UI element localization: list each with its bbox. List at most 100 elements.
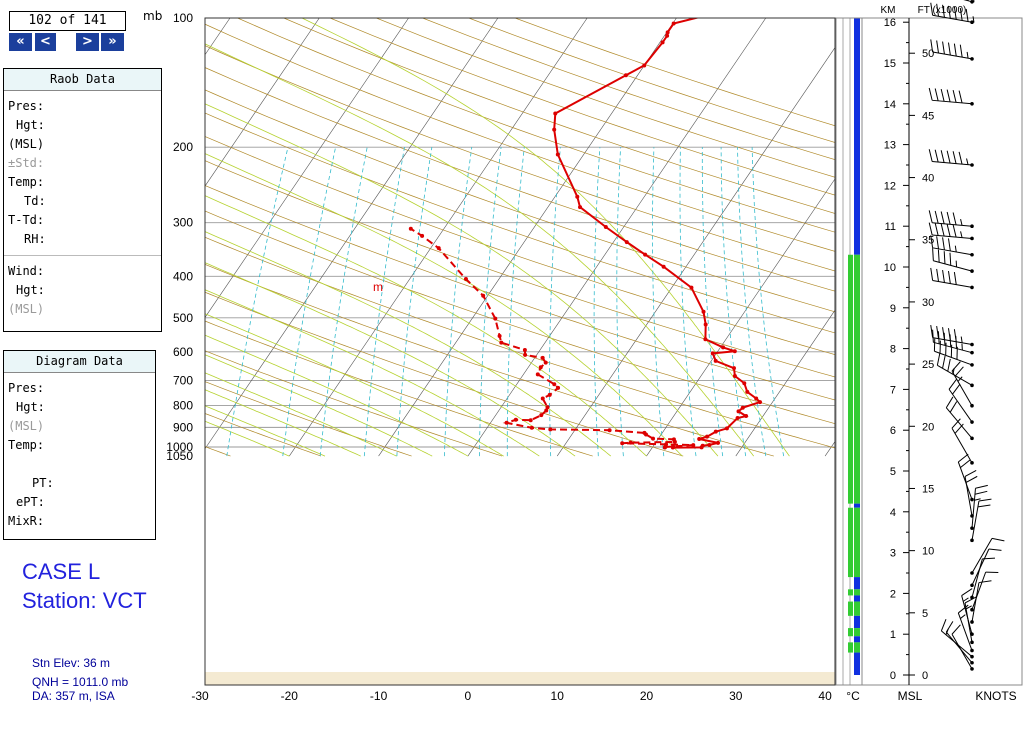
- temperature-point: [732, 373, 737, 378]
- wind-barb-flag: [930, 235, 934, 248]
- wind-barb-half-flag: [960, 231, 963, 238]
- wind-barb-base: [970, 660, 974, 665]
- moist-adiabat: [205, 354, 433, 457]
- pressure-unit-label: mb: [143, 9, 163, 23]
- wind-barb-flag: [959, 44, 963, 58]
- wind-barb-half-flag: [972, 16, 975, 23]
- wind-barb-half-flag: [965, 605, 972, 610]
- prev-button[interactable]: <: [35, 33, 56, 51]
- wind-barb-flag: [942, 269, 945, 283]
- temperature-point: [731, 366, 736, 371]
- column-segment: [854, 507, 860, 578]
- temperature-point: [703, 322, 708, 327]
- ft-tick-label: 15: [922, 483, 934, 495]
- wind-barb-flag: [934, 210, 939, 224]
- wind-barb-staff: [932, 337, 973, 346]
- sounding-counter[interactable]: 102 of 141: [9, 11, 126, 31]
- wind-barb-base: [970, 667, 974, 671]
- temperature-point: [661, 264, 666, 269]
- dewpoint-point: [543, 360, 548, 365]
- temperature-point: [713, 429, 718, 434]
- wind-barb-staff: [941, 630, 973, 658]
- column-segment: [854, 18, 860, 255]
- wind-barb-flag: [949, 401, 958, 413]
- dry-adiabat: [205, 185, 835, 401]
- next-button[interactable]: >: [76, 33, 99, 51]
- wind-barb-base: [970, 654, 974, 659]
- temperature-point: [575, 194, 580, 199]
- wind-barb-staff: [932, 247, 973, 256]
- km-axis-title: KM: [881, 5, 896, 16]
- wind-barb-base: [970, 583, 974, 588]
- wind-barb-flag: [978, 498, 992, 502]
- wind-barb-flag: [945, 396, 954, 408]
- km-tick-label: 13: [884, 140, 896, 152]
- wind-barb-base: [970, 342, 974, 347]
- mixing-ratio-line: [549, 147, 561, 457]
- dry-adiabat: [283, 18, 835, 214]
- isotherm-line: [205, 18, 499, 450]
- temperature-point: [705, 434, 710, 439]
- wind-barb-flag: [946, 89, 951, 102]
- km-tick-label: 12: [884, 180, 896, 192]
- wind-barb-flag: [930, 2, 934, 16]
- wind-barb-flag: [953, 329, 957, 342]
- dewpoint-point: [408, 226, 413, 231]
- wind-barb-flag: [952, 151, 957, 164]
- wind-barb-half-flag: [960, 336, 963, 343]
- mixing-ratio-line: [226, 147, 289, 457]
- wind-barb-flag: [936, 3, 940, 17]
- wind-barb-flag: [932, 329, 934, 343]
- wind-barb-half-flag: [960, 614, 966, 619]
- temperature-point: [671, 21, 676, 26]
- wind-barb-half-flag: [954, 245, 957, 253]
- dewpoint-point: [481, 293, 486, 298]
- mixing-ratio-line: [479, 147, 502, 457]
- annotation-m: m: [373, 280, 383, 294]
- wind-barb-flag: [934, 149, 939, 163]
- wind-barb-flag: [949, 252, 952, 266]
- km-tick-label: 9: [890, 303, 896, 315]
- wind-barb-staff: [932, 51, 973, 60]
- temperature-point: [710, 351, 715, 356]
- raob-panel-title: Raob Data: [4, 69, 161, 91]
- dewpoint-point: [436, 246, 441, 251]
- wind-barb-flag: [952, 383, 961, 395]
- wind-barb-base: [970, 461, 974, 465]
- plot-frame: [204, 17, 836, 686]
- wind-barb-staff: [957, 612, 973, 651]
- wind-barb-flag: [947, 5, 951, 19]
- wind-barb-flag: [946, 224, 951, 237]
- celsius-unit-label: °C: [846, 689, 860, 703]
- mixing-ratio-line: [282, 147, 336, 457]
- dry-adiabat: [205, 67, 835, 292]
- first-button[interactable]: «: [9, 33, 32, 51]
- moist-adiabat: [205, 231, 612, 457]
- wind-barb-flag: [951, 418, 961, 429]
- isotherm-line: [735, 309, 835, 457]
- raob-std-label: ±Std:: [8, 156, 45, 170]
- temperature-point: [700, 443, 705, 448]
- column-segment: [854, 615, 860, 629]
- wind-barb-flag: [952, 224, 957, 238]
- pressure-tick-label: 200: [173, 140, 193, 154]
- moist-adiabat: [301, 18, 790, 457]
- dry-adiabat: [205, 446, 231, 457]
- wind-barb-flag: [936, 268, 940, 282]
- wind-barb-flag: [940, 150, 945, 163]
- wind-barb-base: [970, 526, 974, 530]
- pressure-tick-label: 700: [173, 374, 193, 388]
- column-segment: [848, 589, 853, 596]
- msl-label: MSL: [898, 689, 923, 703]
- last-button[interactable]: »: [101, 33, 124, 51]
- pressure-tick-label: 1000: [166, 440, 193, 454]
- isotherm-line: [205, 18, 320, 187]
- wind-barb-flag: [974, 490, 988, 495]
- wind-barb-half-flag: [952, 368, 955, 375]
- wind-barb-base: [970, 236, 974, 241]
- wind-barb-flag: [947, 270, 951, 284]
- wind-barb-flag: [947, 238, 951, 252]
- km-tick-label: 1: [890, 629, 896, 641]
- ft-tick-label: 10: [922, 546, 934, 558]
